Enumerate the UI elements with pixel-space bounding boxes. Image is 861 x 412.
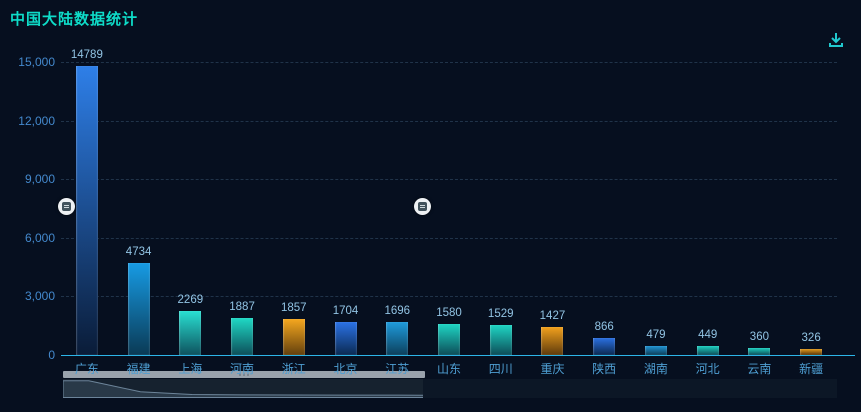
- bar[interactable]: [748, 347, 771, 355]
- datazoom-data-shadow: [63, 380, 423, 398]
- bar[interactable]: [127, 262, 150, 355]
- bar[interactable]: [231, 318, 254, 355]
- bar[interactable]: [644, 345, 667, 355]
- x-axis-line: [61, 355, 855, 356]
- bar-value-label: 4734: [125, 245, 152, 258]
- bar[interactable]: [696, 346, 719, 355]
- bar-value-label: 449: [698, 329, 718, 342]
- datazoom-slider[interactable]: [63, 379, 837, 398]
- datazoom-right-handle[interactable]: [414, 197, 431, 215]
- x-axis-category-label: 福建: [126, 362, 151, 376]
- bar-value-label: 1580: [436, 307, 462, 320]
- bar[interactable]: [489, 325, 512, 355]
- y-gridline: [61, 120, 837, 122]
- bar[interactable]: [541, 327, 564, 355]
- x-axis-category-label: 四川: [488, 362, 513, 376]
- x-axis-category-label: 北京: [333, 362, 358, 376]
- bar-value-label: 2269: [177, 293, 204, 306]
- y-gridline: [61, 62, 837, 63]
- x-axis-category-label: 上海: [178, 362, 203, 376]
- bar[interactable]: [386, 321, 409, 355]
- datazoom-selected-range[interactable]: [63, 379, 423, 398]
- download-icon: [826, 33, 846, 53]
- bar-value-label: 479: [646, 328, 666, 341]
- y-axis-tick-label: 12,000: [18, 113, 55, 128]
- slider-handle-icon: [418, 201, 427, 211]
- x-axis-category-label: 重庆: [540, 362, 565, 376]
- datazoom-left-handle[interactable]: [58, 197, 75, 215]
- bar[interactable]: [593, 338, 616, 355]
- bar[interactable]: [334, 321, 357, 355]
- bar[interactable]: [282, 318, 305, 355]
- x-axis-category-label: 广东: [74, 362, 99, 376]
- x-axis-category-label: 云南: [747, 362, 772, 376]
- bar-value-label: 866: [594, 321, 614, 334]
- y-axis-tick-label: 9,000: [24, 172, 55, 187]
- bar[interactable]: [75, 66, 98, 355]
- y-axis-tick-label: 15,000: [18, 55, 55, 69]
- x-axis-category-label: 河南: [230, 362, 255, 376]
- x-axis-category-label: 新疆: [799, 362, 824, 376]
- x-axis-category-label: 山东: [436, 362, 461, 376]
- slider-handle-icon: [62, 201, 71, 211]
- x-axis-category-label: 河北: [695, 362, 720, 376]
- y-axis-tick-label: 0: [48, 348, 55, 362]
- bar[interactable]: [438, 324, 460, 355]
- bar-value-label: 1857: [281, 301, 307, 314]
- x-axis-category-label: 浙江: [281, 362, 306, 376]
- y-gridline: [61, 237, 837, 239]
- bar[interactable]: [179, 310, 202, 355]
- bar-value-label: 326: [801, 331, 821, 344]
- bar-value-label: 1704: [332, 304, 359, 317]
- y-gridline: [61, 296, 837, 298]
- bar-value-label: 1696: [384, 304, 411, 317]
- x-axis-category-label: 陕西: [592, 362, 617, 376]
- bar-value-label: 360: [749, 330, 769, 343]
- horizontal-scrollbar-thumb[interactable]: [63, 371, 425, 378]
- scrollbar-grip-icon: [239, 373, 249, 376]
- y-gridline: [61, 179, 837, 181]
- y-axis-tick-label: 3,000: [24, 289, 55, 304]
- bar-value-label: 14789: [70, 49, 103, 62]
- bar[interactable]: [800, 348, 823, 355]
- bar-value-label: 1887: [229, 301, 255, 314]
- page-title: 中国大陆数据统计: [10, 11, 139, 28]
- x-axis-category-label: 湖南: [643, 362, 668, 376]
- bar-value-label: 1427: [539, 310, 566, 323]
- x-axis-category-label: 江苏: [385, 362, 410, 376]
- bar-value-label: 1529: [487, 308, 514, 321]
- y-axis-tick-label: 6,000: [24, 230, 55, 245]
- download-button[interactable]: [825, 30, 847, 52]
